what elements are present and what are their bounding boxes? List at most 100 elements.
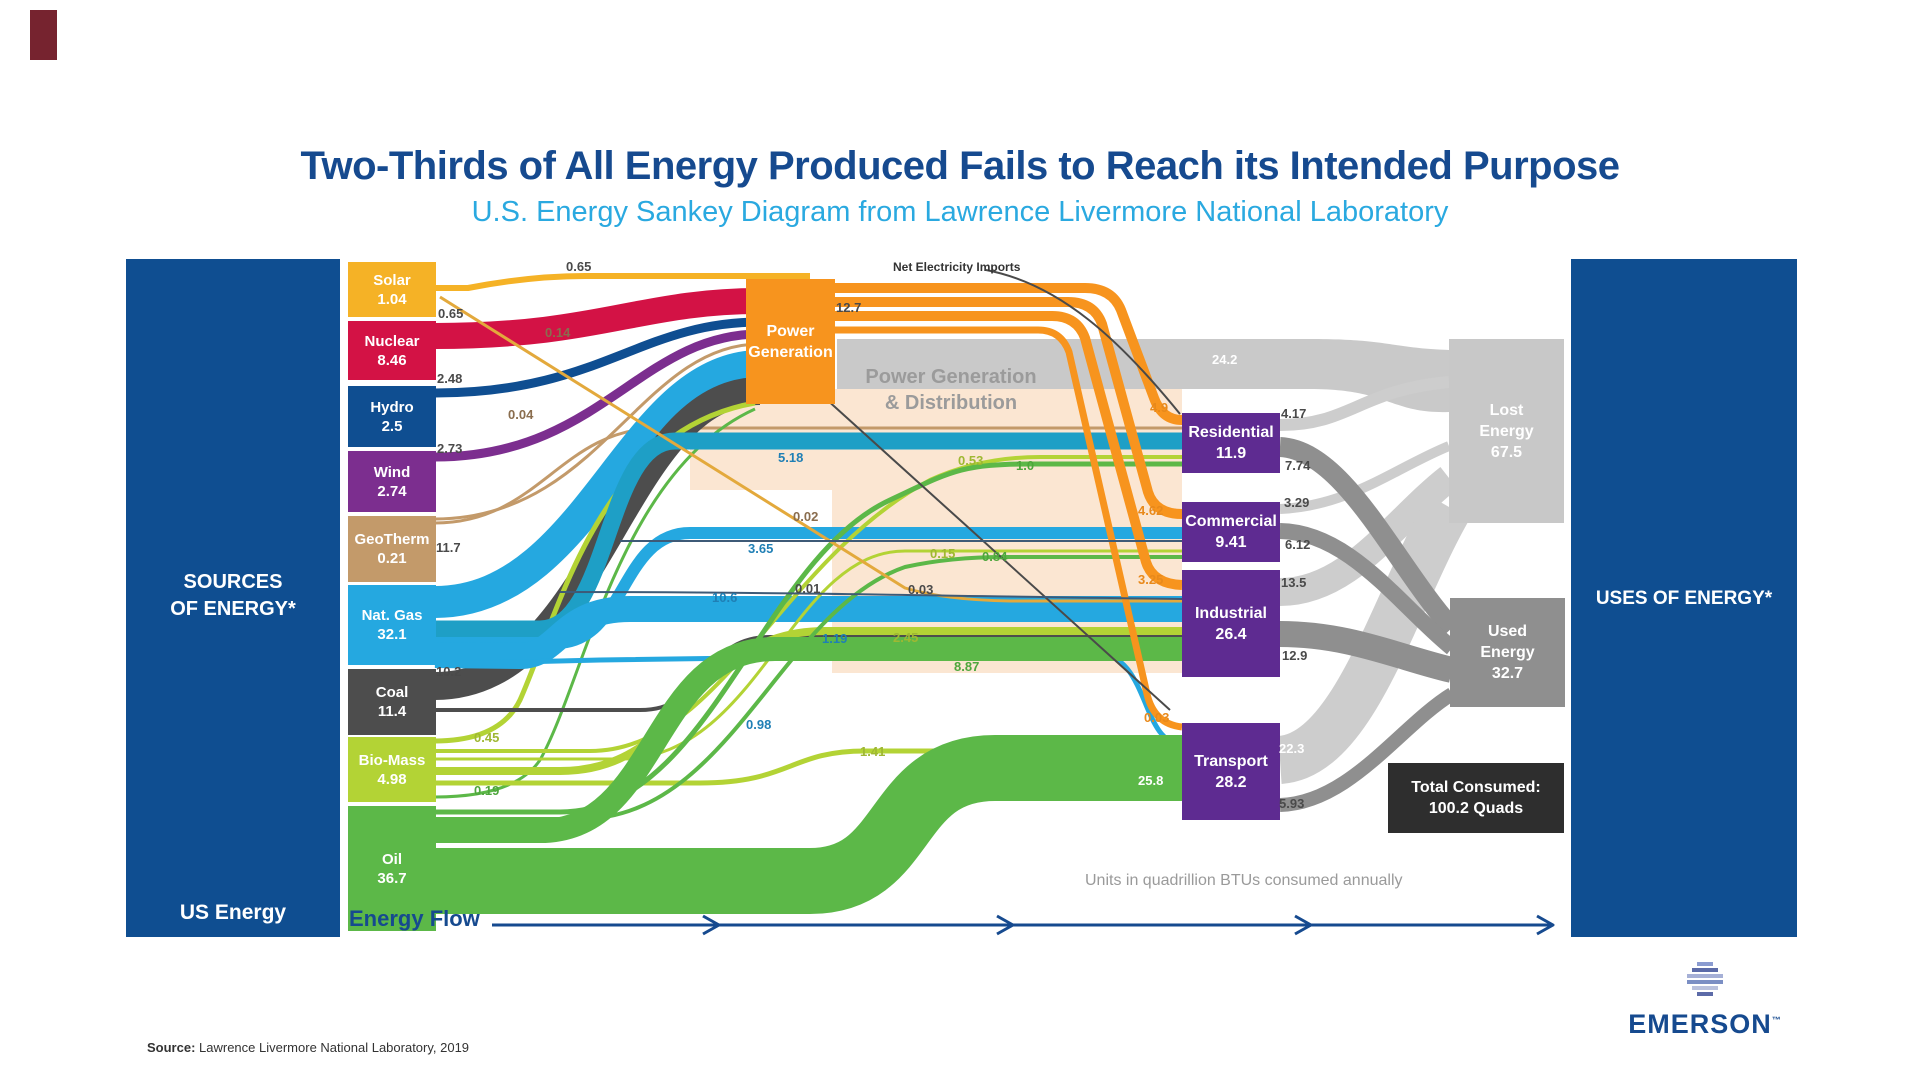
flow-label: 2.73 (437, 441, 463, 456)
flow-label: 6.12 (1285, 537, 1311, 552)
source-flow-bands (434, 269, 1555, 936)
source-box-oil: Oil 36.7 (348, 806, 436, 931)
emerson-wordmark: EMERSON™ (1628, 1009, 1782, 1039)
sector-box-transport: Transport 28.2 (1182, 723, 1280, 820)
flow-label: 5.18 (778, 450, 804, 465)
distribution-zone-label: Power Generation & Distribution (865, 366, 1037, 414)
net-electricity-imports-label: Net Electricity Imports (893, 260, 1021, 274)
oil-to-transport-band (435, 735, 1182, 914)
corner-decoration (30, 10, 57, 60)
flow-label: 3.65 (748, 541, 774, 556)
flow-label: 0.15 (930, 546, 956, 561)
industrial-to-used-band (1279, 621, 1455, 683)
emerson-logo: EMERSON™ (1600, 962, 1810, 1040)
hydro-to-powergen-band (434, 317, 761, 398)
total-consumed-box: Total Consumed: 100.2 Quads (1388, 763, 1564, 833)
flow-label: 3.25 (1138, 572, 1164, 587)
commercial-to-lost-band (1279, 441, 1451, 514)
flow-label: 0.98 (746, 717, 772, 732)
flow-label: 10.2 (436, 664, 462, 679)
flow-label: 12.9 (1282, 648, 1308, 663)
flow-label: 11.7 (436, 540, 461, 555)
units-note: Units in quadrillion BTUs consumed annua… (1085, 872, 1403, 889)
source-box-coal: Coal 11.4 (348, 669, 436, 735)
flow-label: 13.5 (1281, 575, 1307, 590)
flow-label: 0.84 (982, 549, 1008, 564)
oil-to-commercial-band (435, 555, 1182, 821)
flow-label: 1.41 (860, 744, 886, 759)
oil-to-powergen-band (434, 407, 756, 799)
solar-direct-band (439, 295, 1182, 603)
source-box-natgas: Nat. Gas 32.1 (348, 585, 436, 665)
flow-label: 0.02 (793, 509, 819, 524)
page-subtitle: U.S. Energy Sankey Diagram from Lawrence… (471, 196, 1449, 228)
flow-label: 10.6 (712, 590, 738, 605)
flow-label: 1.0 (1016, 458, 1035, 473)
sources-panel: SOURCES OF ENERGY* US Energy (126, 259, 340, 937)
source-box-wind: Wind 2.74 (348, 451, 436, 512)
transport-to-used-band (1279, 688, 1456, 812)
flow-label: 0.14 (545, 325, 571, 340)
flow-label: 0.01 (795, 581, 821, 596)
flow-label: 0.03 (1144, 710, 1170, 725)
oil-to-industrial-band (435, 637, 1182, 843)
source-box-biomass: Bio-Mass 4.98 (348, 737, 436, 802)
flow-label: 5.93 (1279, 796, 1305, 811)
flow-label: 22.3 (1279, 741, 1305, 756)
net-electricity-imports-line (985, 269, 1181, 415)
commercial-to-used-band (1279, 523, 1458, 655)
source-box-nuclear: Nuclear 8.46 (348, 321, 436, 380)
wind-to-powergen-band (434, 329, 761, 462)
residential-to-used-band (1278, 437, 1460, 635)
power-generation-box: Power Generation (746, 279, 835, 404)
transport-to-lost-band (1276, 494, 1470, 784)
us-energy-label: US Energy (179, 901, 287, 924)
electricity-to-residential-band (828, 283, 1183, 425)
flow-label: 4.62 (1138, 503, 1164, 518)
sources-panel-label: SOURCES OF ENERGY* (170, 571, 296, 620)
flow-label: 0.65 (438, 306, 464, 321)
flow-label: 8.87 (954, 659, 980, 674)
source-box-hydro: Hydro 2.5 (348, 386, 436, 447)
uses-panel: USES OF ENERGY* (1571, 259, 1797, 937)
flow-label: 0.03 (908, 582, 934, 597)
flow-label: 4.17 (1281, 406, 1307, 421)
electricity-to-transport-band (828, 326, 1183, 731)
energy-flow-arrow (492, 914, 1555, 936)
sector-box-commercial: Commercial 9.41 (1182, 502, 1280, 562)
electricity-to-industrial-band (828, 311, 1183, 590)
flow-label: 12.7 (836, 300, 862, 315)
lost-energy-box: Lost Energy 67.5 (1449, 339, 1564, 523)
source-box-geotherm: GeoTherm 0.21 (348, 516, 436, 582)
flow-label: 0.53 (958, 453, 984, 468)
page-title: Two-Thirds of All Energy Produced Fails … (300, 144, 1621, 188)
flow-label: 2.45 (893, 630, 919, 645)
electricity-to-commercial-band (828, 297, 1183, 519)
flow-label: 3.29 (1284, 495, 1310, 510)
flow-label: 4.9 (1150, 400, 1169, 415)
residential-to-lost-band (1279, 376, 1450, 431)
flow-label: 24.2 (1212, 352, 1238, 367)
solar-to-powergen-band (435, 273, 810, 291)
flow-label: 0.19 (474, 783, 500, 798)
oil-to-residential-band (435, 461, 1182, 815)
flow-label: 0.65 (566, 259, 592, 274)
sector-box-residential: Residential 11.9 (1182, 413, 1280, 473)
flow-label: 1.19 (822, 631, 848, 646)
flow-label: 0.45 (474, 730, 500, 745)
flow-label: 0.04 (508, 407, 534, 422)
natgas-to-powergen-band (434, 350, 761, 618)
emerson-helix-icon (1687, 962, 1723, 996)
flow-label: 7.74 (1285, 458, 1311, 473)
thin-dark-band-1 (559, 591, 1183, 600)
used-energy-box: Used Energy 32.7 (1450, 598, 1565, 707)
uses-panel-label: USES OF ENERGY* (1595, 588, 1773, 609)
industrial-to-lost-band (1279, 466, 1458, 606)
natgas-to-industrial-band (434, 596, 1182, 669)
flow-label: 2.48 (437, 371, 463, 386)
energy-flow-label: Energy Flow (349, 906, 480, 931)
biomass-to-transport-band (435, 748, 1182, 786)
flow-label: 25.8 (1138, 773, 1164, 788)
